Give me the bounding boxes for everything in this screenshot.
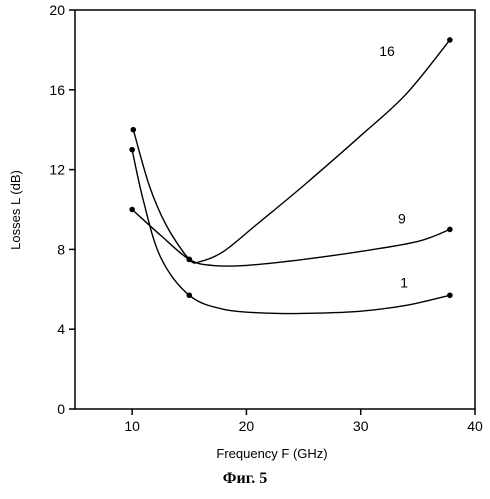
y-tick-label-12: 12 xyxy=(49,162,65,178)
y-tick-label-16: 16 xyxy=(49,82,65,98)
point-9-1 xyxy=(186,256,193,263)
data-points xyxy=(129,37,453,299)
figure-caption: Фиг. 5 xyxy=(222,470,268,487)
curve-16 xyxy=(132,39,451,264)
plot-frame xyxy=(74,9,476,410)
y-tick-label-8: 8 xyxy=(57,241,65,257)
point-16-2 xyxy=(447,37,453,43)
x-tick-label-30: 30 xyxy=(353,418,369,434)
point-1-0 xyxy=(129,146,135,153)
x-tick-label-40: 40 xyxy=(467,418,483,434)
y-tick-label-4: 4 xyxy=(57,321,65,337)
axes: 10 20 30 40 0 4 8 12 16 20 xyxy=(49,2,483,434)
curves xyxy=(131,39,451,315)
point-16-0 xyxy=(130,126,137,133)
y-tick-label-0: 0 xyxy=(57,401,65,417)
y-tick-label-20: 20 xyxy=(49,2,65,18)
curve-9 xyxy=(131,208,451,267)
curve-1 xyxy=(131,149,451,315)
x-tick-label-20: 20 xyxy=(239,418,255,434)
series-label-1: 1 xyxy=(400,274,408,290)
point-1-2 xyxy=(447,292,453,299)
x-axis-label: Frequency F (GHz) xyxy=(216,446,327,461)
y-axis-label: Losses L (dB) xyxy=(8,170,23,250)
series-label-16: 16 xyxy=(379,43,395,59)
series-label-9: 9 xyxy=(398,210,406,226)
point-9-0 xyxy=(129,206,135,213)
x-tick-label-10: 10 xyxy=(124,418,140,434)
point-9-2 xyxy=(447,226,453,233)
point-1-1 xyxy=(186,292,193,299)
